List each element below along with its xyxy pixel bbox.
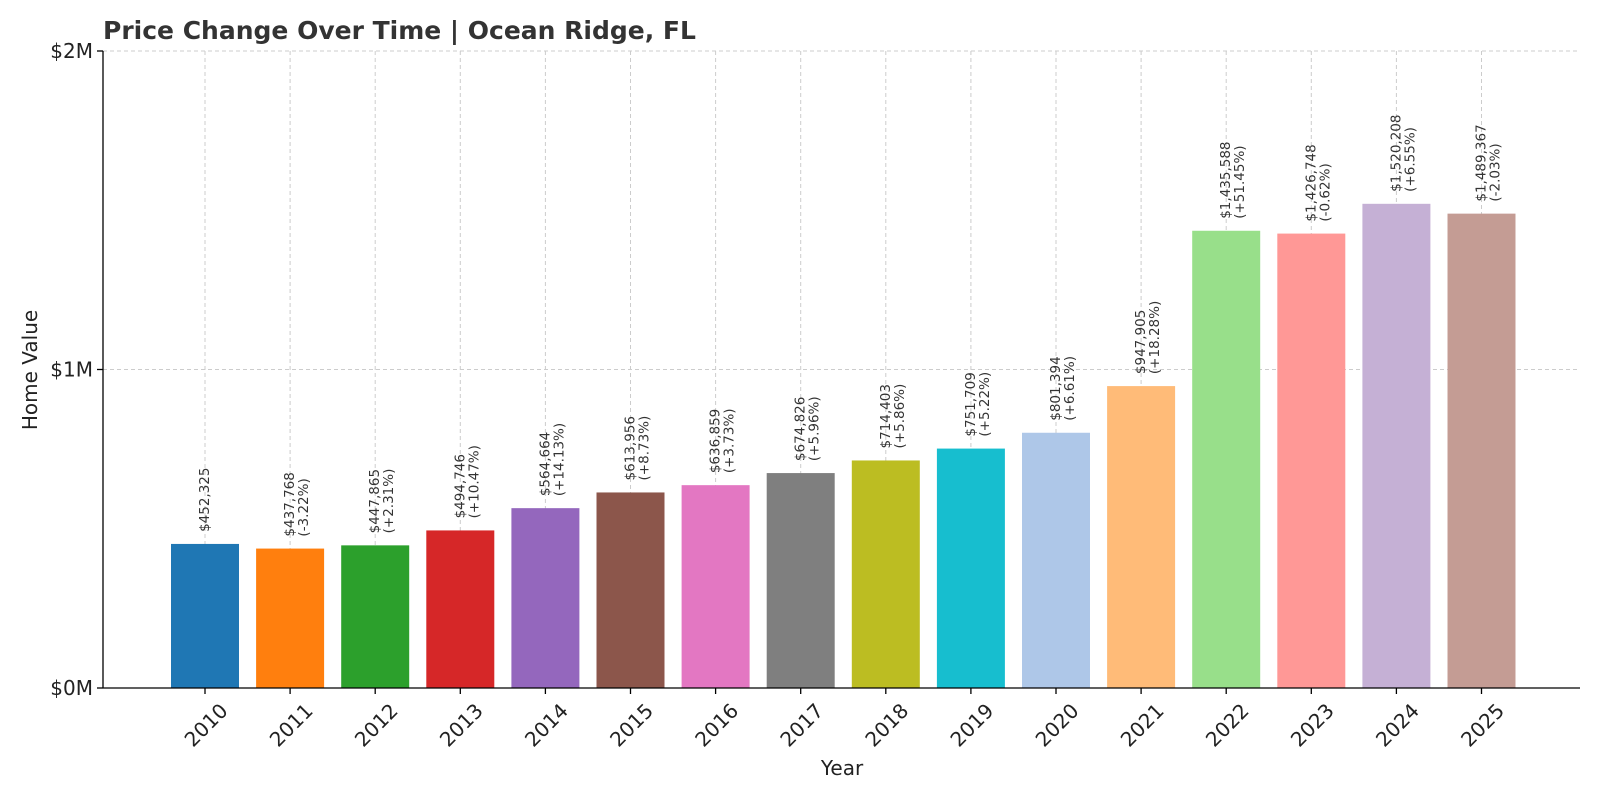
x-axis-label: Year	[820, 756, 864, 780]
bar-2015	[596, 492, 665, 688]
x-tick-label-2023: 2023	[1286, 699, 1339, 752]
bar-2011	[256, 548, 325, 688]
x-tick-label-2017: 2017	[775, 699, 828, 752]
x-tick-label-2011: 2011	[265, 699, 318, 752]
x-tick-label-2018: 2018	[860, 699, 913, 752]
y-tick-label: $2M	[50, 39, 93, 63]
y-axis-label: Home Value	[18, 310, 42, 430]
value-label-2024: $1,520,208	[1388, 115, 1404, 192]
value-label-2014: $564,664	[537, 432, 553, 496]
bar-2021	[1107, 386, 1176, 688]
bar-2019	[936, 448, 1005, 688]
y-axis-ticks: $0M $1M $2M	[50, 39, 103, 700]
change-label-2012: (+2.31%)	[381, 469, 397, 534]
bar-2022	[1192, 230, 1261, 688]
bar-2016	[681, 485, 750, 688]
value-label-2021: $947,905	[1133, 310, 1149, 374]
value-label-2015: $613,956	[623, 416, 639, 480]
x-tick-label-2024: 2024	[1371, 699, 1424, 752]
bar-2023	[1277, 233, 1346, 689]
bar-2018	[851, 460, 920, 688]
chart-title: Price Change Over Time | Ocean Ridge, FL	[103, 16, 696, 45]
x-tick-label-2012: 2012	[350, 699, 403, 752]
value-label-2016: $636,859	[708, 409, 724, 473]
change-label-2013: (+10.47%)	[466, 445, 482, 518]
x-tick-label-2021: 2021	[1116, 699, 1169, 752]
x-tick-label-2010: 2010	[180, 699, 233, 752]
change-label-2025: (-2.03%)	[1488, 143, 1504, 201]
change-label-2020: (+6.61%)	[1062, 356, 1078, 421]
change-label-2019: (+5.22%)	[977, 372, 993, 437]
value-label-2010: $452,325	[197, 468, 213, 532]
x-tick-label-2019: 2019	[945, 699, 998, 752]
bars	[171, 203, 1516, 689]
bar-2014	[511, 508, 580, 688]
value-label-2017: $674,826	[793, 397, 809, 461]
value-label-2018: $714,403	[878, 384, 894, 448]
bar-2013	[426, 530, 495, 688]
value-label-2011: $437,768	[282, 472, 298, 536]
x-tick-label-2014: 2014	[520, 699, 573, 752]
change-label-2017: (+5.96%)	[807, 396, 823, 461]
y-tick-label: $1M	[50, 358, 93, 382]
bar-2024	[1362, 203, 1431, 688]
x-tick-label-2013: 2013	[435, 699, 488, 752]
change-label-2016: (+3.73%)	[722, 408, 738, 473]
x-tick-label-2016: 2016	[690, 699, 743, 752]
bar-2017	[766, 473, 835, 688]
x-tick-label-2020: 2020	[1031, 699, 1084, 752]
change-label-2014: (+14.13%)	[551, 423, 567, 496]
change-label-2015: (+8.73%)	[637, 416, 653, 481]
value-label-2025: $1,489,367	[1474, 124, 1490, 201]
x-tick-label-2015: 2015	[605, 699, 658, 752]
value-label-2019: $751,709	[963, 372, 979, 436]
y-tick-label: $0M	[50, 676, 93, 700]
grid	[103, 50, 1580, 688]
value-label-2013: $494,746	[452, 454, 468, 518]
x-tick-label-2025: 2025	[1456, 699, 1509, 752]
change-label-2024: (+6.55%)	[1402, 127, 1418, 192]
change-label-2021: (+18.28%)	[1147, 301, 1163, 374]
x-axis-ticks: 2010 2011 2012 2013 2014 2015 2016 2017 2018 2019…	[180, 688, 1509, 752]
change-label-2022: (+51.45%)	[1232, 145, 1248, 218]
bar-2012	[341, 545, 410, 688]
value-label-2022: $1,435,588	[1218, 141, 1234, 218]
bar-2010	[171, 543, 239, 688]
bar-2020	[1022, 432, 1090, 688]
change-label-2011: (-3.22%)	[296, 478, 312, 536]
value-label-2023: $1,426,748	[1303, 144, 1319, 221]
change-label-2023: (-0.62%)	[1317, 163, 1333, 221]
value-label-2020: $801,394	[1048, 356, 1064, 420]
x-tick-label-2022: 2022	[1201, 699, 1254, 752]
bar-2025	[1447, 213, 1516, 689]
value-label-2012: $447,865	[367, 469, 383, 533]
change-label-2018: (+5.86%)	[892, 384, 908, 449]
bar-labels: $452,325 $437,768(-3.22%) $447,865(+2.31%)…	[197, 115, 1504, 537]
